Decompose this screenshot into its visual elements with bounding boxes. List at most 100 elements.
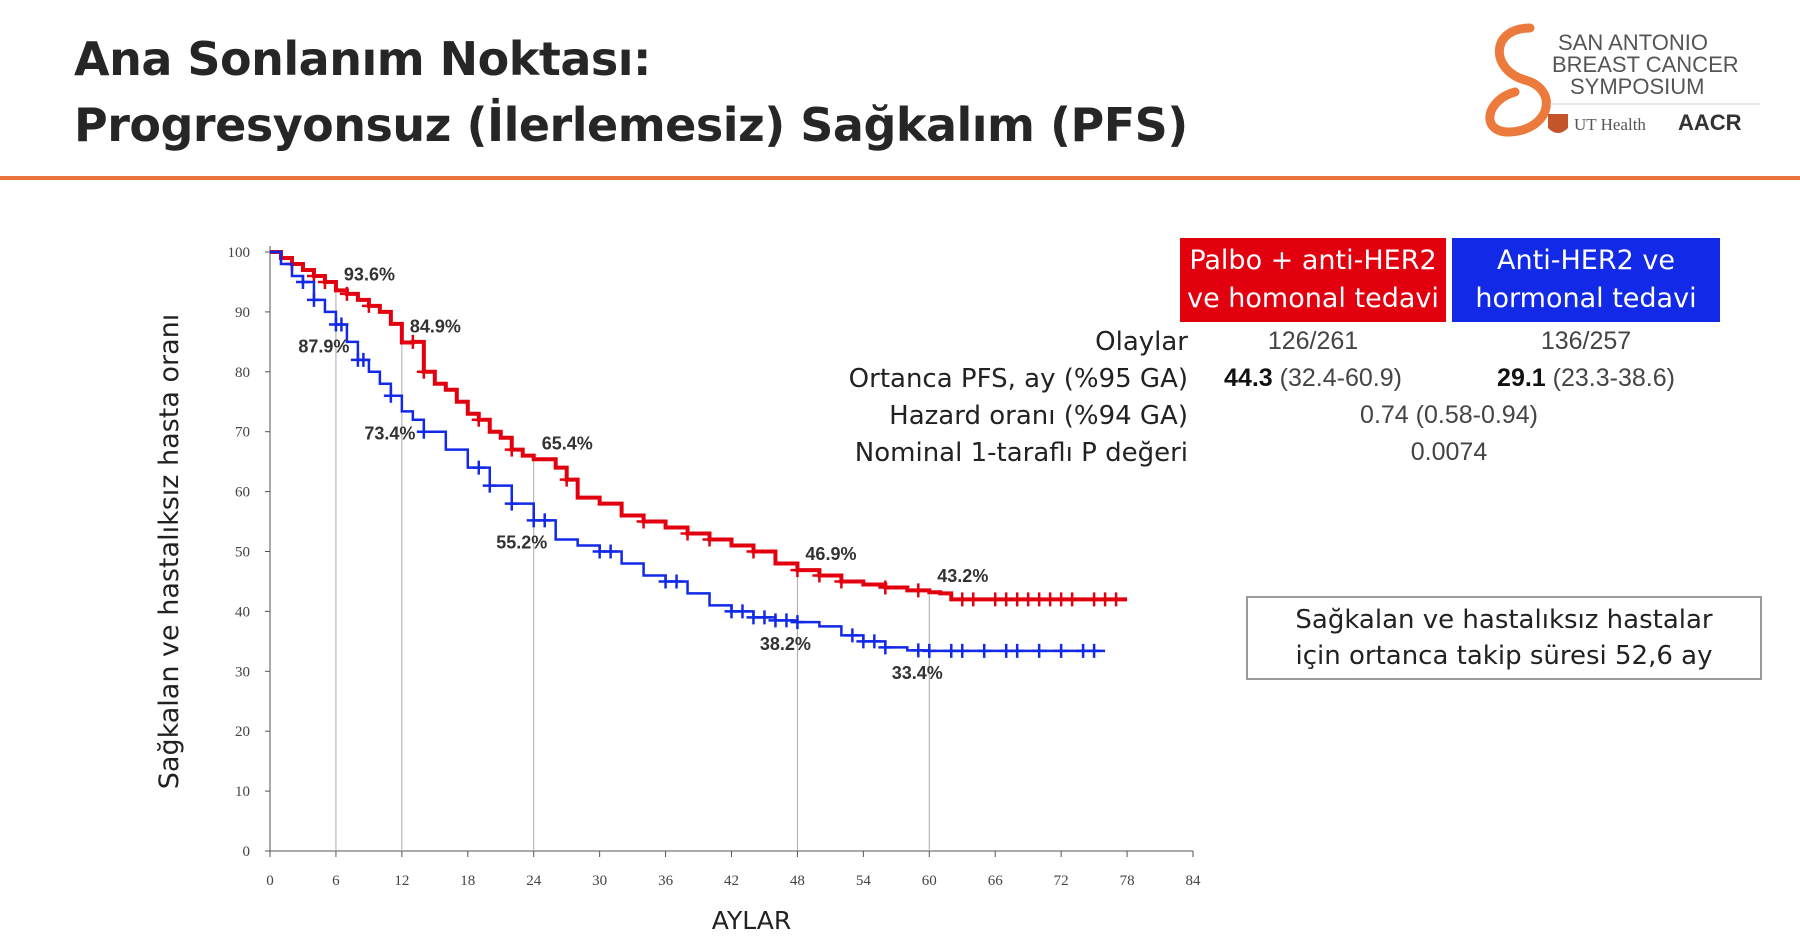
y-tick-label: 80 — [235, 365, 250, 381]
logo-ribbon-icon — [1485, 23, 1551, 137]
data-label-anti: 55.2% — [496, 532, 547, 552]
data-label-anti: 73.4% — [364, 423, 415, 443]
y-tick-label: 10 — [235, 784, 250, 800]
x-tick-label: 60 — [922, 873, 937, 889]
symposium-logo: SAN ANTONIO BREAST CANCER SYMPOSIUM UT H… — [1485, 23, 1760, 137]
censor-mark-palbo — [680, 526, 695, 541]
censor-mark-anti — [867, 634, 882, 649]
stats-row-pvalue: Nominal 1-taraflı P değeri 0.0074 — [0, 438, 1800, 474]
series-palbo: 93.6% 84.9% 65.4% 46.9% 43.2% — [270, 250, 1128, 607]
y-tick-label: 90 — [235, 305, 250, 321]
censor-mark-palbo — [878, 580, 893, 595]
header-divider — [0, 176, 1800, 180]
data-label-anti: 33.4% — [892, 663, 943, 683]
censor-mark-palbo — [812, 568, 827, 583]
stats-median-palbo: 44.3 (32.4-60.9) — [1224, 364, 1402, 393]
y-tick-label: 0 — [243, 844, 251, 860]
logo-aacr: AACR — [1678, 110, 1742, 135]
censor-mark-anti — [306, 292, 321, 307]
y-tick-label: 40 — [235, 604, 250, 620]
x-tick-label: 54 — [856, 873, 872, 889]
censor-mark-anti — [383, 388, 398, 403]
x-axis-label: AYLAR — [712, 906, 791, 935]
x-tick-label: 48 — [790, 873, 805, 889]
stats-events-palbo: 126/261 — [1267, 327, 1359, 355]
censor-mark-anti — [356, 352, 371, 367]
censor-mark-anti — [504, 496, 519, 511]
censor-mark-anti — [416, 424, 431, 439]
stats-row-hazard: Hazard oranı (%94 GA) 0.74 (0.58-0.94) — [0, 401, 1800, 437]
legend-anti-line2: hormonal tedavi — [1475, 283, 1697, 314]
legend-anti: Anti-HER2 ve hormonal tedavi — [1452, 238, 1720, 322]
censor-mark-anti — [1054, 643, 1069, 658]
censor-mark-anti — [735, 604, 750, 619]
censor-mark-palbo — [1109, 592, 1124, 607]
stats-row-median: Ortanca PFS, ay (%95 GA) 44.3 (32.4-60.9… — [0, 364, 1800, 400]
censor-mark-anti — [295, 274, 310, 289]
x-tick-label: 84 — [1186, 873, 1202, 889]
x-tick-label: 0 — [266, 873, 274, 889]
censor-mark-palbo — [966, 592, 981, 607]
legend-anti-line1: Anti-HER2 ve — [1497, 245, 1675, 276]
logo-line2: BREAST CANCER — [1552, 52, 1739, 77]
data-label-palbo: 43.2% — [937, 566, 988, 586]
censor-mark-palbo — [636, 514, 651, 529]
censor-mark-palbo — [790, 563, 805, 578]
logo-line3: SYMPOSIUM — [1570, 74, 1704, 99]
censor-mark-anti — [1032, 643, 1047, 658]
censor-mark-anti — [878, 640, 893, 655]
stats-median-palbo-value: 44.3 — [1224, 364, 1273, 392]
censor-mark-anti — [757, 610, 772, 625]
censor-mark-anti — [790, 615, 805, 630]
logo-line1: SAN ANTONIO — [1558, 30, 1708, 55]
censor-mark-anti — [334, 317, 349, 332]
censor-mark-palbo — [911, 583, 926, 598]
x-tick-label: 78 — [1120, 873, 1135, 889]
x-tick-label: 36 — [658, 873, 674, 889]
censor-mark-anti — [471, 460, 486, 475]
censor-mark-anti — [845, 628, 860, 643]
legend-palbo: Palbo + anti-HER2 ve homonal tedavi — [1180, 238, 1446, 322]
followup-box: Sağkalan ve hastalıksız hastalar için or… — [1246, 596, 1762, 680]
x-tick-label: 42 — [724, 873, 739, 889]
stats-events-anti: 136/257 — [1540, 327, 1632, 355]
censor-mark-palbo — [471, 412, 486, 427]
y-tick-label: 30 — [235, 664, 250, 680]
y-tick-label: 70 — [235, 425, 250, 441]
logo-ut: UT Health — [1574, 115, 1646, 134]
legend-palbo-line1: Palbo + anti-HER2 — [1189, 245, 1437, 276]
censor-mark-anti — [955, 643, 970, 658]
data-label-palbo: 46.9% — [805, 544, 856, 564]
data-label-palbo: 65.4% — [542, 433, 593, 453]
stats-median-anti-ci: (23.3-38.6) — [1552, 364, 1675, 392]
x-tick-label: 24 — [526, 873, 542, 889]
censor-mark-palbo — [405, 334, 420, 349]
x-tick-label: 12 — [394, 873, 409, 889]
x-tick-label: 30 — [592, 873, 607, 889]
censor-mark-palbo — [339, 286, 354, 301]
censor-mark-palbo — [559, 472, 574, 487]
stats-median-label: Ortanca PFS, ay (%95 GA) — [848, 364, 1188, 394]
data-label-palbo: 84.9% — [410, 316, 461, 336]
censor-mark-anti — [669, 574, 684, 589]
legend-palbo-line2: ve homonal tedavi — [1187, 283, 1439, 314]
stats-pvalue-label: Nominal 1-taraflı P değeri — [854, 438, 1188, 468]
x-tick-label: 6 — [332, 873, 340, 889]
stats-median-anti-value: 29.1 — [1497, 364, 1546, 392]
stats-row-events: Olaylar 126/261 136/257 — [0, 327, 1800, 363]
censor-mark-palbo — [361, 298, 376, 313]
censor-mark-palbo — [1065, 592, 1080, 607]
stats-median-palbo-ci: (32.4-60.9) — [1279, 364, 1402, 392]
censor-mark-anti — [1087, 643, 1102, 658]
data-label-anti: 87.9% — [298, 336, 349, 356]
stats-median-anti: 29.1 (23.3-38.6) — [1497, 364, 1675, 393]
x-tick-label: 18 — [460, 873, 475, 889]
ut-shield-icon — [1548, 114, 1568, 133]
stats-hazard-label: Hazard oranı (%94 GA) — [889, 401, 1188, 431]
y-tick-label: 100 — [228, 245, 251, 261]
data-label-anti: 38.2% — [760, 634, 811, 654]
page-title: Ana Sonlanım Noktası: Progresyonsuz (İle… — [74, 26, 1188, 158]
censor-mark-anti — [977, 643, 992, 658]
censor-mark-palbo — [702, 532, 717, 547]
